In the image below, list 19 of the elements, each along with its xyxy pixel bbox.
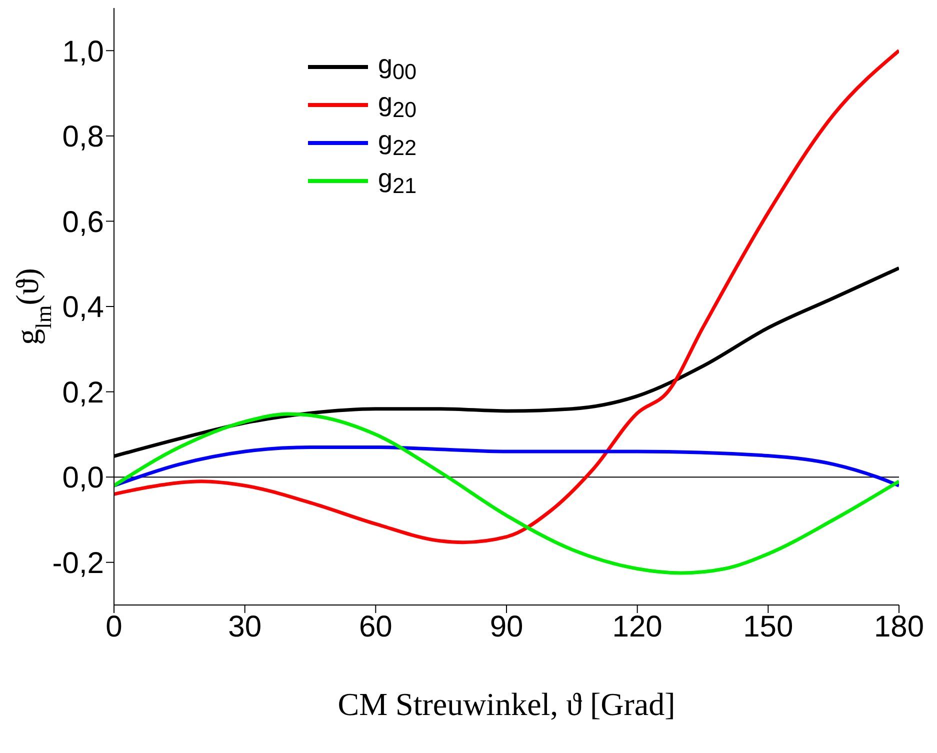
x-tick-label: 60: [358, 610, 392, 644]
legend-label: g$_{21}$: [378, 162, 417, 200]
legend-label: g$_{00}$: [378, 48, 417, 86]
legend-label: g$_{20}$: [378, 86, 417, 124]
x-tick-label: 90: [490, 610, 524, 644]
y-tick-label: 0,6: [62, 206, 104, 239]
x-axis-title: CM Streuwinkel, ϑ [Grad]: [338, 686, 676, 722]
y-tick-label: -0,2: [52, 547, 104, 580]
legend-label: g$_{22}$: [378, 124, 417, 162]
x-tick-label: 180: [874, 610, 924, 644]
x-tick-label: 150: [743, 610, 794, 644]
y-tick-label: 0,0: [62, 462, 104, 495]
x-tick-label: 0: [106, 610, 122, 644]
y-tick-label: 0,8: [62, 120, 104, 154]
x-tick-label: 120: [612, 610, 662, 644]
y-tick-label: 0,2: [62, 376, 104, 410]
x-tick-label: 30: [228, 610, 262, 644]
y-tick-label: 1,0: [62, 35, 104, 68]
y-tick-label: 0,4: [62, 291, 104, 324]
